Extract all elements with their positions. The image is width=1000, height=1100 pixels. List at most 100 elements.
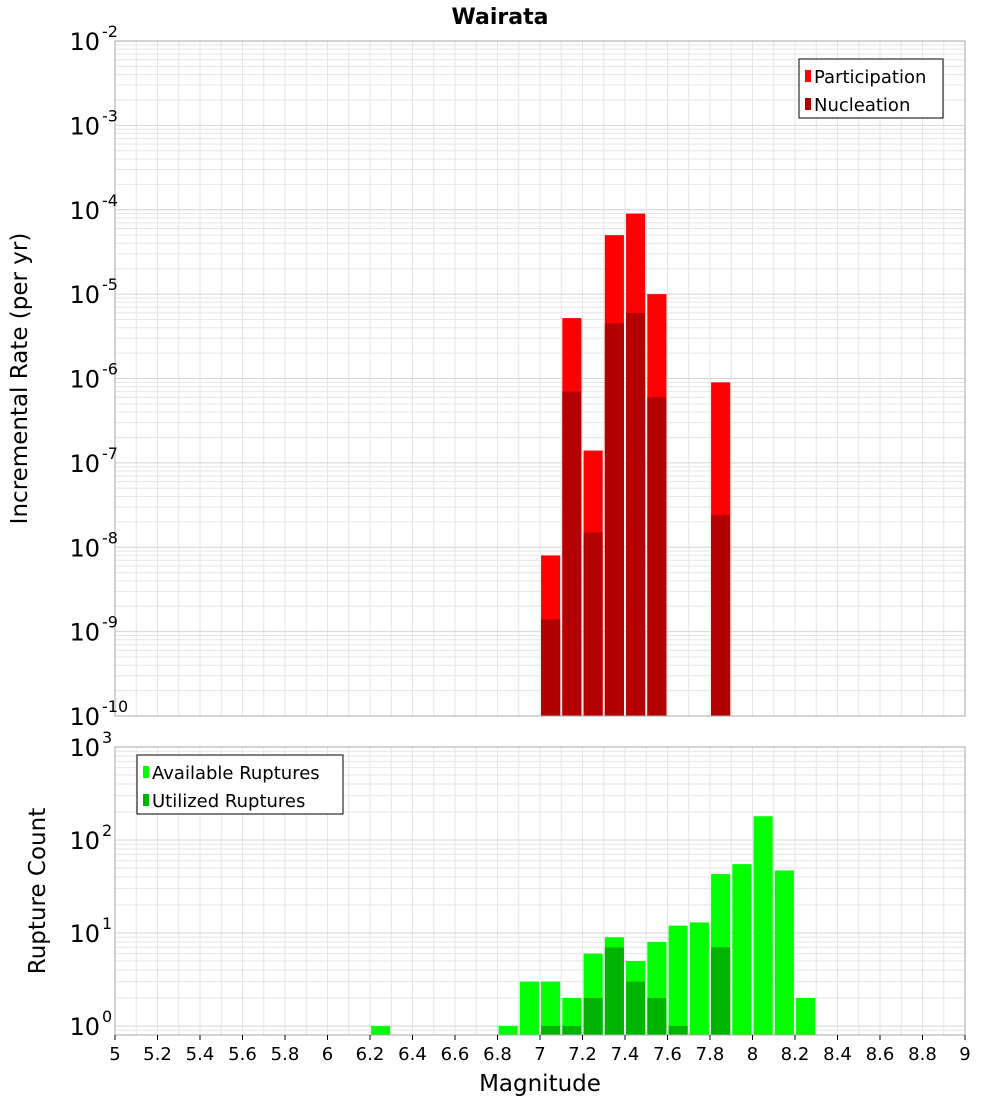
legend-label-nucleation: Nucleation [814, 95, 910, 116]
legend-box [798, 58, 944, 119]
x-tick-label: 9 [959, 1044, 970, 1065]
y-tick-exponent: 3 [102, 728, 112, 747]
bar-available-ruptures [774, 870, 794, 1035]
bar-utilized-ruptures [541, 1025, 561, 1035]
x-axis-label: Magnitude [479, 1071, 601, 1097]
x-tick-label: 5.8 [271, 1044, 300, 1065]
x-tick-label: 7.4 [611, 1044, 640, 1065]
chart-title: Wairata [452, 5, 549, 30]
rupture-count-y-axis-label: Rupture Count [25, 808, 51, 974]
x-tick-label: 5.4 [186, 1044, 215, 1065]
incremental-rate-y-axis-label: Incremental Rate (per yr) [7, 233, 33, 525]
y-tick-exponent: -6 [102, 360, 118, 379]
y-tick-exponent: -8 [102, 528, 118, 547]
y-tick-base: 10 [69, 28, 100, 56]
y-tick-exponent: -9 [102, 613, 118, 632]
rupture-count-bars [371, 816, 816, 1035]
bar-available-ruptures [689, 922, 709, 1035]
x-tick-label: 8.8 [908, 1044, 937, 1065]
y-tick-label: 10 0 [69, 1007, 112, 1041]
y-tick-label: 10 -5 [69, 275, 118, 309]
bar-available-ruptures [668, 925, 688, 1035]
incremental-rate-grid [114, 40, 966, 717]
x-tick-label: 6.6 [441, 1044, 470, 1065]
bar-utilized-ruptures [583, 997, 603, 1035]
x-tick-label: 8.2 [781, 1044, 810, 1065]
bar-available-ruptures [753, 816, 773, 1035]
bar-available-ruptures [732, 864, 752, 1035]
bar-nucleation [562, 391, 582, 716]
incremental-rate-frame [114, 40, 966, 717]
bar-available-ruptures [562, 997, 582, 1035]
x-tick-label: 6.8 [483, 1044, 512, 1065]
y-tick-exponent: -10 [102, 697, 128, 716]
bar-available-ruptures [541, 981, 561, 1035]
y-tick-label: 10 -8 [69, 528, 118, 562]
y-tick-label: 10 -2 [69, 22, 118, 56]
y-tick-exponent: 2 [102, 821, 112, 840]
y-tick-base: 10 [69, 197, 100, 225]
x-tick-label: 7 [534, 1044, 545, 1065]
incremental-rate-y-ticks: 10-210-310-410-510-610-710-810-910-10 [69, 22, 128, 731]
legend-label-available: Available Ruptures [152, 763, 320, 784]
x-tick-label: 8.4 [823, 1044, 852, 1065]
y-tick-label: 10 -9 [69, 613, 118, 647]
y-tick-base: 10 [69, 703, 100, 731]
bar-available-ruptures [796, 997, 816, 1035]
legend-box [136, 754, 344, 815]
bar-nucleation [711, 515, 731, 716]
y-tick-base: 10 [69, 619, 100, 647]
bar-available-ruptures [498, 1025, 518, 1035]
bar-utilized-ruptures [562, 1025, 582, 1035]
incremental-rate-bars [541, 213, 731, 717]
bar-utilized-ruptures [647, 997, 667, 1035]
x-tick-label: 6.4 [398, 1044, 427, 1065]
y-tick-exponent: 0 [102, 1007, 112, 1026]
y-tick-label: 10 -10 [69, 697, 128, 731]
x-tick-label: 6 [322, 1044, 333, 1065]
legend-swatch-nucleation [805, 98, 811, 110]
x-tick-label: 8 [747, 1044, 758, 1065]
legend-label-participation: Participation [814, 67, 926, 88]
y-tick-base: 10 [69, 112, 100, 140]
y-tick-exponent: -5 [102, 275, 118, 294]
x-tick-label: 7.8 [696, 1044, 725, 1065]
legend-swatch-participation [805, 70, 811, 82]
y-tick-base: 10 [69, 366, 100, 394]
incremental-rate-panel: 10-210-310-410-510-610-710-810-910-10 In… [7, 22, 966, 731]
y-tick-label: 10 -7 [69, 444, 118, 478]
rupture-count-legend: Available Ruptures Utilized Ruptures [136, 754, 344, 815]
bar-utilized-ruptures [668, 1025, 688, 1035]
incremental-rate-legend: Participation Nucleation [798, 58, 944, 119]
x-tick-label: 7.6 [653, 1044, 682, 1065]
x-axis-ticks: 5 5.2 5.4 5.6 5.8 6 6.2 6.4 6.6 6.8 7 7.2 7.4 7.6 7.8 8… [109, 1035, 971, 1065]
y-tick-label: 10 3 [69, 728, 112, 762]
y-tick-base: 10 [69, 1013, 100, 1041]
y-tick-label: 10 2 [69, 821, 112, 855]
y-tick-base: 10 [69, 450, 100, 478]
legend-swatch-utilized [143, 794, 149, 806]
y-tick-exponent: 1 [102, 914, 112, 933]
bar-nucleation [647, 397, 667, 716]
bar-nucleation [626, 312, 646, 716]
y-tick-exponent: -2 [102, 22, 118, 41]
x-tick-label: 5.6 [228, 1044, 257, 1065]
bar-nucleation [604, 323, 624, 716]
y-tick-label: 10 -6 [69, 360, 118, 394]
x-tick-label: 5 [109, 1044, 120, 1065]
x-tick-label: 7.2 [568, 1044, 597, 1065]
y-tick-label: 10 1 [69, 914, 112, 948]
y-tick-base: 10 [69, 920, 100, 948]
y-tick-label: 10 -4 [69, 191, 118, 225]
x-tick-label: 6.2 [356, 1044, 385, 1065]
bar-available-ruptures [371, 1025, 391, 1035]
y-tick-exponent: -7 [102, 444, 118, 463]
y-tick-base: 10 [69, 534, 100, 562]
bar-utilized-ruptures [711, 947, 731, 1035]
legend-swatch-available [143, 766, 149, 778]
y-tick-base: 10 [69, 281, 100, 309]
bar-utilized-ruptures [604, 947, 624, 1035]
x-tick-label: 8.6 [866, 1044, 895, 1065]
y-tick-exponent: -4 [102, 191, 118, 210]
